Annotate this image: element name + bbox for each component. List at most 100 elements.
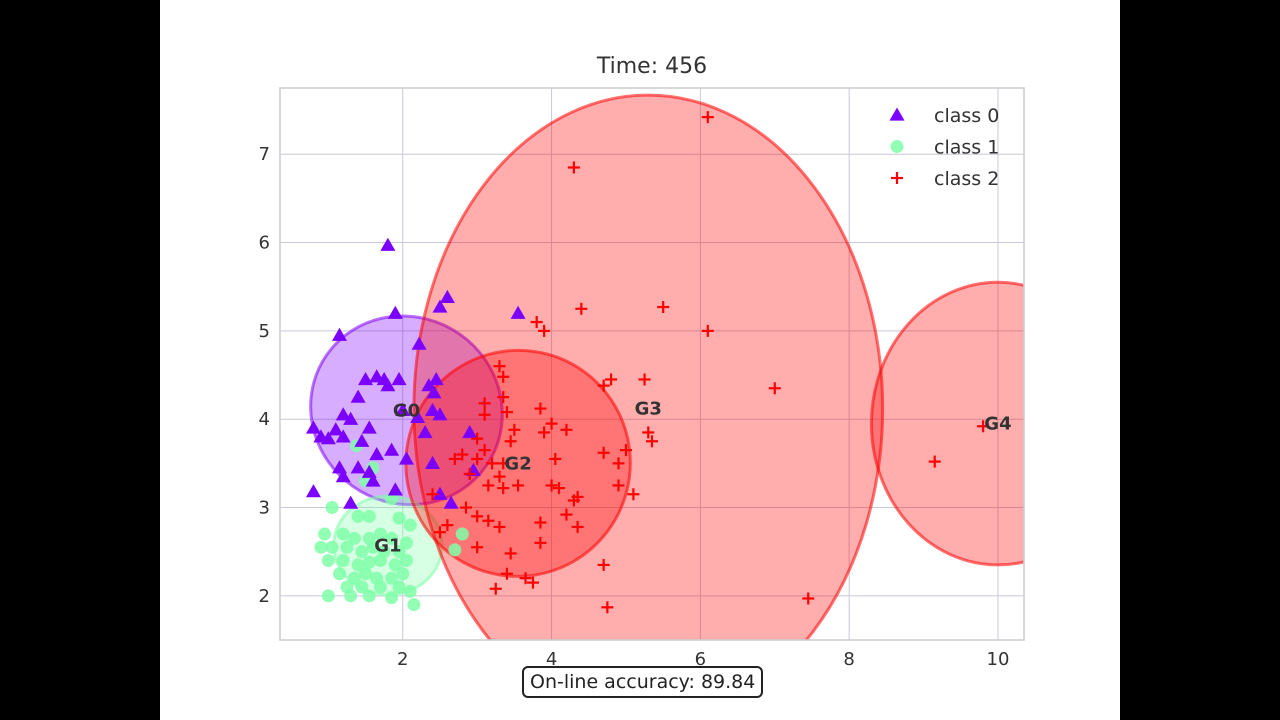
- point-class-0: [391, 371, 407, 386]
- point-class-0: [410, 409, 426, 424]
- point-class-2: [534, 402, 547, 415]
- point-class-0: [350, 389, 366, 403]
- cluster-label-g1: G1: [374, 535, 401, 556]
- point-class-2: [597, 446, 610, 459]
- point-class-0: [343, 495, 359, 509]
- point-class-1: [385, 571, 399, 585]
- point-class-2: [519, 572, 532, 585]
- point-class-2: [567, 161, 580, 174]
- point-class-1: [318, 527, 332, 541]
- cluster-label-g3: G3: [635, 399, 662, 420]
- point-class-2: [478, 444, 491, 457]
- point-class-2: [545, 417, 558, 430]
- point-class-1: [336, 554, 350, 568]
- point-class-2: [627, 488, 640, 501]
- point-class-1: [373, 527, 387, 541]
- y-tick-label: 2: [259, 586, 270, 607]
- point-class-2: [504, 547, 517, 560]
- point-class-2: [497, 457, 510, 470]
- x-tick-label: 8: [843, 649, 854, 670]
- scatter-plot: Time: 456 G0 G1 G2 G3 G4 2 4 6 8 10 2 3 4 5 6 7 class …: [259, 54, 1025, 670]
- point-class-1: [347, 571, 361, 585]
- grid: [280, 88, 1024, 640]
- cluster-ellipse-g3: [412, 93, 885, 640]
- legend-marker-class-2: [891, 172, 903, 184]
- point-class-0: [335, 407, 351, 421]
- point-class-2: [471, 510, 484, 523]
- point-class-2: [463, 467, 476, 480]
- point-class-2: [508, 423, 521, 436]
- x-tick-label: 6: [695, 649, 706, 670]
- point-class-0: [425, 455, 441, 469]
- point-class-2: [571, 490, 584, 503]
- point-class-1: [396, 567, 410, 581]
- point-class-2: [638, 373, 651, 386]
- x-tick-label: 10: [987, 649, 1010, 670]
- point-class-2: [571, 520, 584, 533]
- point-class-2: [549, 452, 562, 465]
- point-class-0: [432, 486, 448, 500]
- point-class-1: [388, 558, 402, 572]
- point-class-1: [407, 598, 421, 612]
- point-class-0: [343, 411, 359, 425]
- point-class-2: [493, 520, 506, 533]
- legend-label: class 0: [934, 105, 999, 127]
- point-class-2: [605, 373, 618, 386]
- data-points: [305, 111, 990, 614]
- point-class-2: [504, 435, 517, 448]
- point-class-2: [657, 301, 670, 314]
- y-tick-label: 6: [259, 233, 270, 254]
- cluster-label-g2: G2: [504, 453, 531, 474]
- point-class-2: [486, 457, 499, 470]
- point-class-2: [619, 444, 632, 457]
- point-class-2: [802, 592, 815, 605]
- cluster-ellipse-g2: [404, 348, 632, 578]
- point-class-2: [441, 519, 454, 532]
- point-class-0: [411, 336, 427, 350]
- point-class-2: [493, 470, 506, 483]
- point-class-0: [361, 420, 377, 434]
- point-class-0: [305, 484, 321, 498]
- point-class-1: [385, 531, 399, 545]
- point-class-0: [395, 402, 411, 416]
- point-class-2: [460, 501, 472, 514]
- point-class-0: [432, 407, 448, 421]
- accuracy-box: On-line accuracy: 89.84: [522, 666, 764, 698]
- point-class-0: [354, 433, 370, 447]
- point-class-2: [478, 408, 491, 421]
- point-class-1: [366, 540, 380, 554]
- point-class-2: [471, 541, 484, 554]
- point-class-0: [369, 447, 385, 461]
- point-class-1: [403, 584, 417, 598]
- point-class-2: [538, 324, 551, 337]
- point-class-0: [384, 442, 400, 456]
- point-class-2: [977, 420, 990, 433]
- cluster-ellipses: [309, 93, 1024, 640]
- point-class-0: [426, 385, 442, 399]
- point-class-1: [355, 545, 369, 559]
- point-class-1: [392, 545, 406, 559]
- point-class-1: [314, 540, 328, 554]
- point-class-2: [597, 558, 610, 571]
- point-class-1: [340, 540, 354, 554]
- point-class-2: [497, 391, 510, 404]
- point-class-0: [320, 431, 336, 445]
- point-class-0: [425, 402, 441, 416]
- plot-frame: [279, 87, 1025, 641]
- legend: class 0 class 1 class 2: [889, 105, 999, 190]
- point-class-2: [646, 435, 658, 448]
- point-class-2: [433, 526, 446, 539]
- point-class-0: [332, 327, 348, 341]
- point-class-1: [448, 543, 462, 557]
- point-class-0: [380, 237, 396, 251]
- point-class-1: [321, 589, 335, 603]
- point-class-1: [399, 536, 413, 550]
- point-class-2: [456, 448, 469, 461]
- point-class-1: [362, 509, 376, 523]
- y-tick-label: 5: [259, 321, 270, 342]
- point-class-1: [325, 540, 339, 554]
- point-class-0: [417, 424, 433, 439]
- point-class-1: [351, 509, 365, 523]
- point-class-1: [325, 501, 339, 515]
- point-class-1: [362, 589, 376, 603]
